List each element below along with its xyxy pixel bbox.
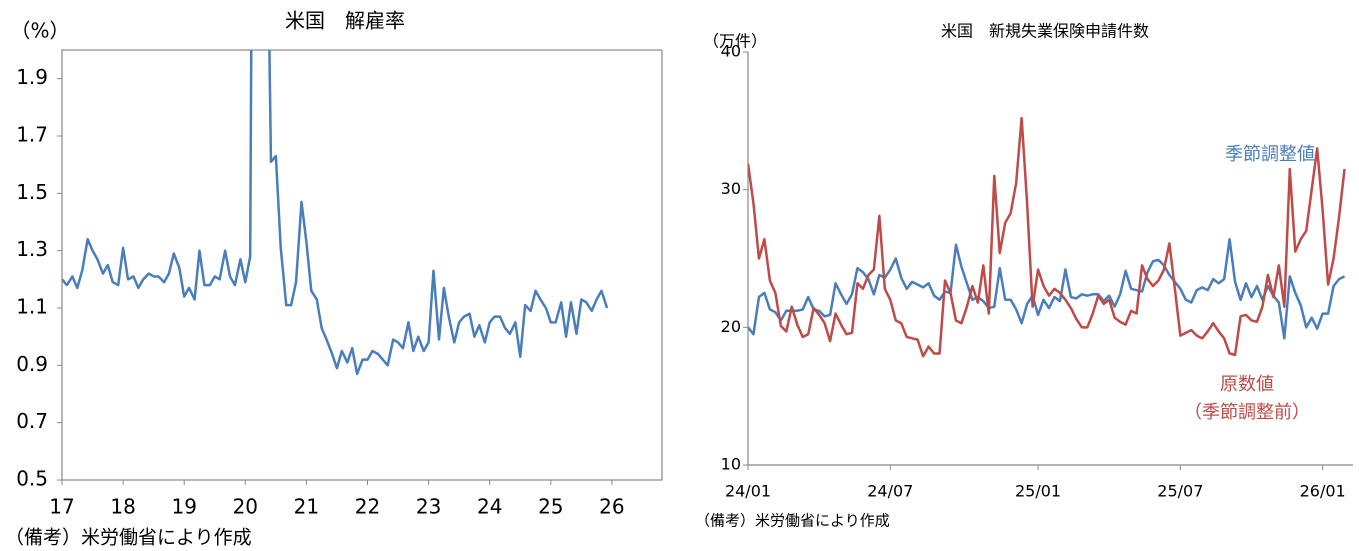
y-tick-label: 1.9: [16, 65, 48, 89]
data-line: [62, 50, 609, 376]
y-tick-label: 0.9: [16, 352, 48, 376]
x-tick-label: 24/07: [867, 482, 913, 501]
chart-title: 米国 解雇率: [285, 9, 405, 33]
y-tick-label: 1.7: [16, 123, 48, 147]
x-tick-label: 18: [110, 495, 135, 519]
x-tick-label: 20: [233, 495, 258, 519]
x-tick-label: 26/01: [1300, 482, 1346, 501]
y-tick-label: 0.7: [16, 409, 48, 433]
x-tick-label: 24/01: [725, 482, 771, 501]
data-line: [748, 237, 1346, 340]
y-tick-label: 10: [721, 455, 741, 474]
x-tick-label: 22: [355, 495, 380, 519]
y-tick-label: 1.5: [16, 180, 48, 204]
y-tick-label: 1.3: [16, 237, 48, 261]
y-axis-label: （万件）: [703, 32, 767, 51]
series-label: 季節調整値: [1225, 144, 1315, 165]
note: （備考）米労働省により作成: [695, 512, 890, 530]
x-tick-label: 26: [599, 495, 624, 519]
x-tick-label: 25/01: [1015, 482, 1061, 501]
x-tick-label: 17: [49, 495, 74, 519]
y-axis-label: （%）: [10, 19, 69, 43]
y-tick-label: 20: [721, 317, 741, 336]
x-tick-label: 21: [294, 495, 319, 519]
y-tick-label: 30: [721, 179, 741, 198]
x-tick-label: 25: [538, 495, 563, 519]
series-label: 原数値: [1220, 374, 1274, 395]
y-tick-label: 0.5: [16, 467, 48, 491]
x-tick-label: 24: [477, 495, 502, 519]
plot-frame: [61, 49, 663, 481]
data-line: [748, 116, 1346, 358]
x-tick-label: 23: [416, 495, 441, 519]
x-tick-label: 25/07: [1157, 482, 1203, 501]
chart-title: 米国 新規失業保険申請件数: [941, 22, 1149, 41]
note: （備考）米労働省により作成: [5, 527, 252, 549]
y-tick-label: 40: [721, 42, 741, 61]
annotation: （季節調整前）: [1184, 402, 1310, 423]
y-tick-label: 1.1: [16, 295, 48, 319]
x-tick-label: 19: [171, 495, 196, 519]
